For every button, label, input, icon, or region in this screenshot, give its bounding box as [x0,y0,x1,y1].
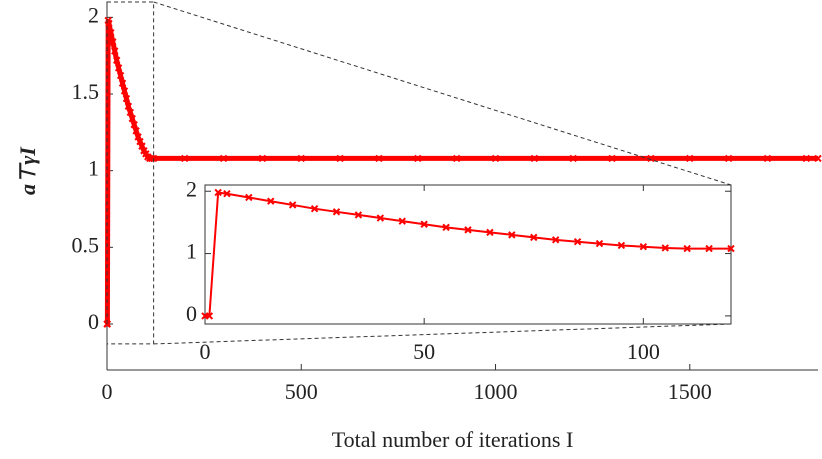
y-axis-label: a⊤γI [15,146,40,195]
marker [130,120,138,129]
marker [452,154,461,163]
y-tick-label: 0.5 [72,232,100,257]
marker [128,114,136,123]
marker [132,127,140,135]
y-tick-label: 2 [88,2,99,27]
marker [138,142,146,150]
marker [595,239,604,248]
marker [705,244,713,253]
marker [122,94,131,103]
marker [219,154,228,163]
marker [180,154,189,163]
x-tick-label: 1500 [668,379,712,404]
marker [354,211,363,219]
marker [551,236,560,244]
marker [297,154,305,163]
marker [111,47,119,55]
marker [530,233,538,242]
marker [113,56,121,64]
zoom-box [106,1,155,345]
marker [420,220,428,228]
marker [491,154,500,163]
y-tick-label: 0 [186,301,197,326]
marker [258,154,267,163]
x-tick-label: 0 [200,339,211,364]
marker [223,190,231,198]
marker [683,244,691,253]
marker [639,243,648,251]
y-tick-label: 1 [88,156,99,181]
marker [107,28,115,37]
marker [120,87,129,95]
x-tick-label: 1000 [474,379,518,404]
marker [136,137,144,146]
marker [375,154,383,163]
marker [617,241,626,250]
marker [109,38,117,46]
marker [727,244,735,253]
marker [118,79,127,87]
marker [530,154,539,163]
zoom-connector [153,323,732,345]
zoom-connector [153,1,732,186]
marker [336,154,344,163]
x-tick-label: 50 [413,339,435,364]
marker [442,223,450,232]
marker [245,193,253,202]
marker [569,154,577,163]
marker [814,154,822,163]
marker [486,228,494,237]
marker [414,154,422,163]
x-axis-label: Total number of iterations I [332,427,574,452]
marker [205,312,214,320]
inset-frame [204,184,732,325]
marker [214,188,222,197]
marker [464,226,472,234]
marker [332,208,341,216]
marker [288,201,297,209]
marker [126,108,135,117]
marker [661,244,669,252]
marker [647,154,655,163]
y-tick-label: 1.5 [72,79,100,104]
y-tick-label: 2 [186,176,197,201]
marker [398,217,406,225]
marker [573,238,582,246]
x-tick-label: 0 [102,379,113,404]
marker [763,154,772,163]
marker [114,64,123,72]
x-tick-label: 100 [627,339,660,364]
marker [376,214,385,222]
marker [116,71,125,80]
marker [608,154,616,163]
x-tick-label: 500 [285,379,318,404]
marker [124,102,133,110]
y-tick-label: 1 [186,239,197,264]
marker [508,231,516,239]
marker [134,133,142,141]
marker [686,154,694,163]
marker [267,197,275,205]
marker [724,154,733,163]
marker [310,204,319,213]
marker [802,154,811,163]
y-tick-label: 0 [88,309,99,334]
